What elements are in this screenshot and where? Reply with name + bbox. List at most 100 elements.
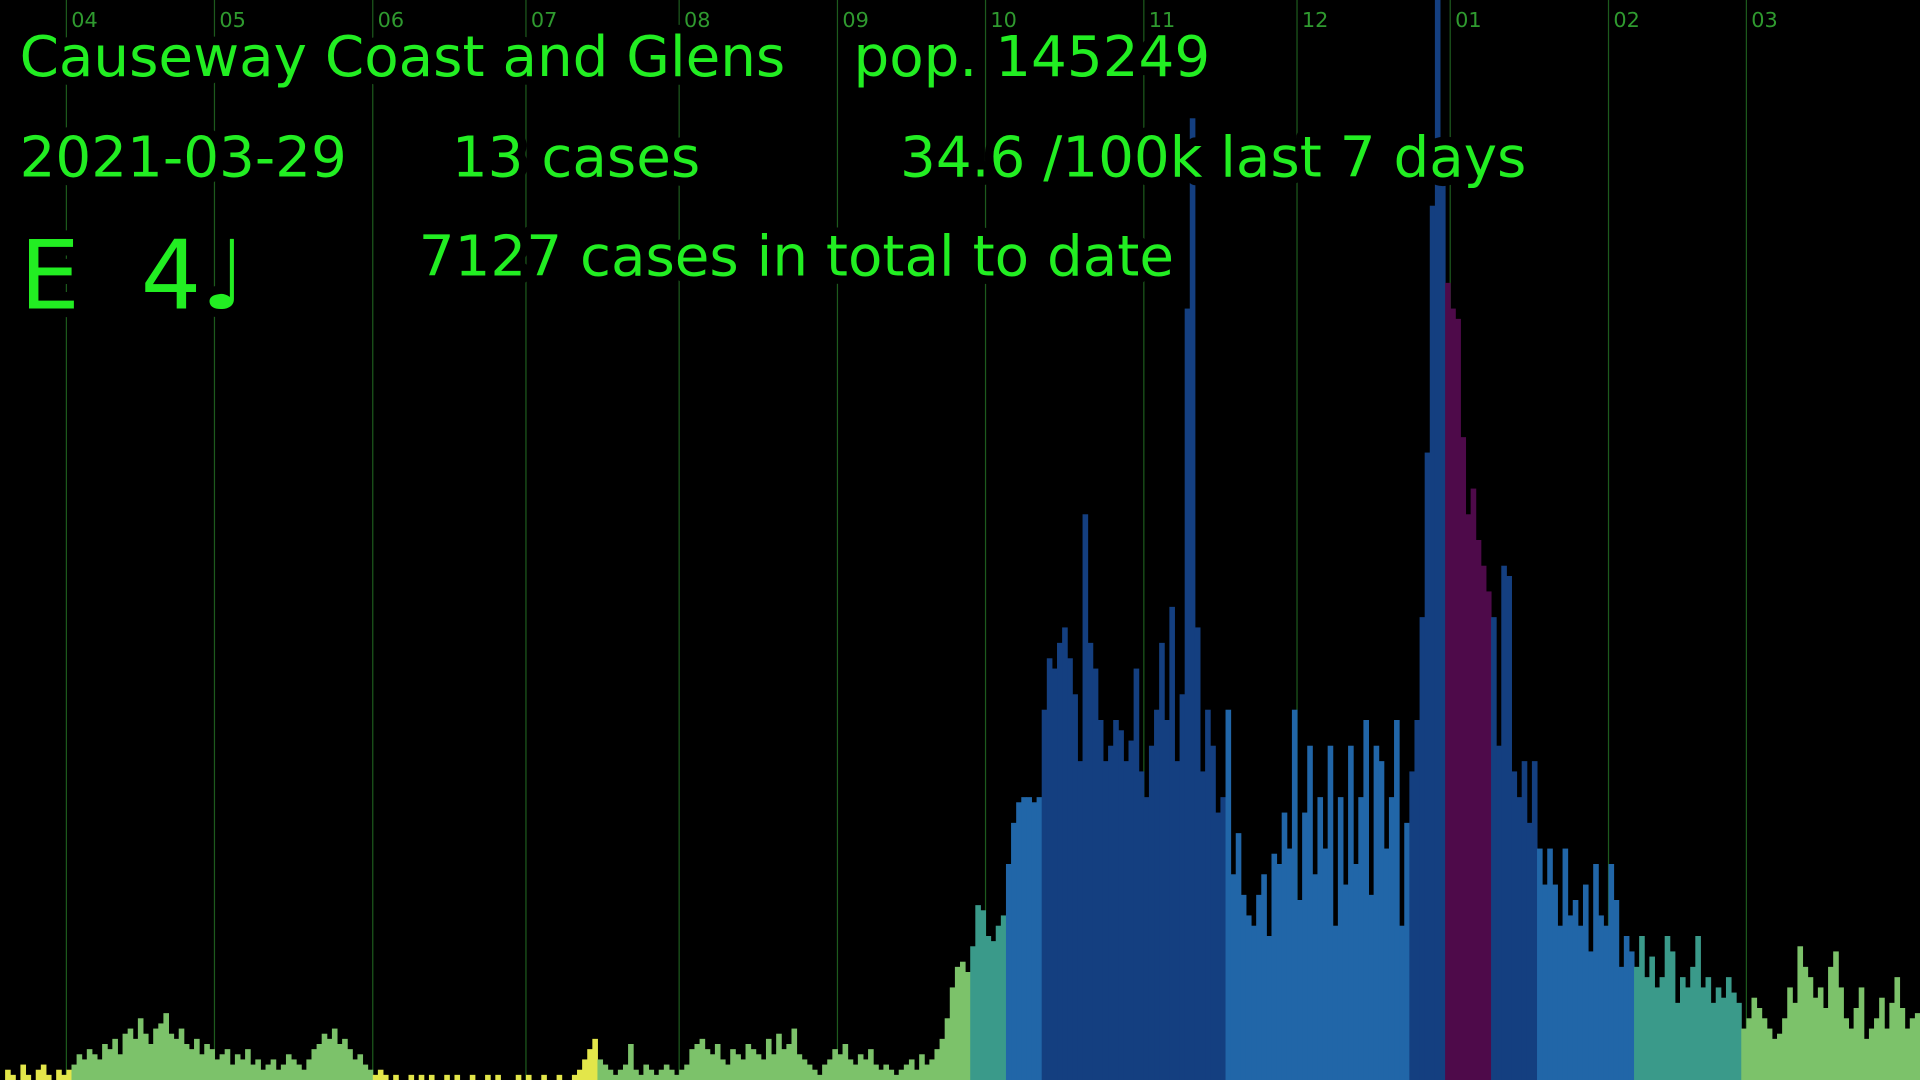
bar (1414, 720, 1421, 1080)
bar (1128, 740, 1135, 1080)
bar (1036, 797, 1043, 1080)
bar (1281, 812, 1288, 1080)
x-tick-label: 04 (71, 8, 97, 32)
x-tick-label: 09 (842, 8, 868, 32)
bar (1067, 658, 1073, 1080)
bar (1613, 900, 1620, 1080)
bar (1077, 761, 1084, 1080)
bar (592, 1038, 598, 1080)
bar (1761, 1018, 1768, 1080)
bar (107, 1049, 113, 1080)
bar (1475, 540, 1482, 1080)
bar (791, 1028, 798, 1080)
bar (1608, 864, 1615, 1080)
bar (1797, 946, 1804, 1080)
bar (617, 1069, 624, 1080)
bar (1853, 1008, 1860, 1080)
bar (1118, 730, 1124, 1080)
bar (1271, 853, 1278, 1080)
bar (1297, 900, 1303, 1080)
bar (954, 966, 961, 1080)
bar (1782, 1018, 1788, 1080)
bar (122, 1033, 129, 1080)
bar (1807, 977, 1814, 1080)
bar (66, 1069, 72, 1080)
bar (1588, 951, 1594, 1080)
bar (1108, 745, 1114, 1080)
bar (1240, 894, 1247, 1080)
bar (1429, 205, 1436, 1080)
bar (1644, 977, 1650, 1080)
bar (995, 925, 1002, 1080)
bar (1598, 915, 1604, 1080)
bar (382, 1074, 389, 1080)
bar (582, 1059, 588, 1080)
bar (229, 1064, 236, 1080)
bar (965, 972, 971, 1080)
bar (1072, 694, 1078, 1080)
bar (1251, 925, 1257, 1080)
bar (1276, 864, 1283, 1080)
bar (1521, 761, 1528, 1080)
bar (679, 1069, 685, 1080)
bar (1312, 874, 1318, 1080)
bar (91, 1054, 98, 1080)
bar (1858, 987, 1865, 1080)
bar (1143, 797, 1150, 1080)
x-tick-label: 03 (1751, 8, 1777, 32)
bar (56, 1069, 62, 1080)
bar (684, 1064, 690, 1080)
bar (781, 1049, 787, 1080)
bar (571, 1074, 578, 1080)
bar (975, 905, 981, 1080)
bar (117, 1054, 124, 1080)
bar (1205, 709, 1211, 1080)
bar (1690, 966, 1696, 1080)
bar (1674, 1002, 1681, 1080)
bar (240, 1059, 246, 1080)
bar (622, 1064, 629, 1080)
bar (1884, 1028, 1890, 1080)
bar (1342, 884, 1349, 1080)
bar (1725, 977, 1732, 1080)
bar (1822, 1008, 1829, 1080)
bar (612, 1074, 619, 1080)
bar (485, 1074, 491, 1080)
bar (291, 1059, 297, 1080)
bar (71, 1064, 78, 1080)
bar (1434, 0, 1441, 1080)
bar (275, 1069, 282, 1080)
x-tick-label: 12 (1302, 8, 1328, 32)
bar (541, 1074, 547, 1080)
bar (1148, 745, 1155, 1080)
bar (1654, 987, 1661, 1080)
bar (204, 1044, 210, 1080)
bar (163, 1013, 170, 1080)
bar (653, 1074, 660, 1080)
bar (1031, 802, 1038, 1080)
x-tick-label: 01 (1455, 8, 1481, 32)
bar (20, 1064, 27, 1080)
bar (709, 1054, 716, 1080)
bar (1720, 997, 1727, 1080)
bar (311, 1049, 318, 1080)
bar (1225, 709, 1232, 1080)
bar (1623, 936, 1630, 1080)
bar (1302, 812, 1308, 1080)
bar (337, 1044, 343, 1080)
bar (857, 1054, 864, 1080)
bar (817, 1074, 823, 1080)
bar (1450, 308, 1456, 1080)
bar (1404, 822, 1410, 1080)
bar (939, 1038, 946, 1080)
bar (577, 1069, 583, 1080)
bar (76, 1054, 83, 1080)
bar (914, 1069, 920, 1080)
bar (878, 1069, 884, 1080)
bar (1639, 936, 1645, 1080)
bar (556, 1074, 563, 1080)
population: pop. 145249 (853, 25, 1210, 90)
bar (602, 1064, 609, 1080)
bar (587, 1049, 593, 1080)
